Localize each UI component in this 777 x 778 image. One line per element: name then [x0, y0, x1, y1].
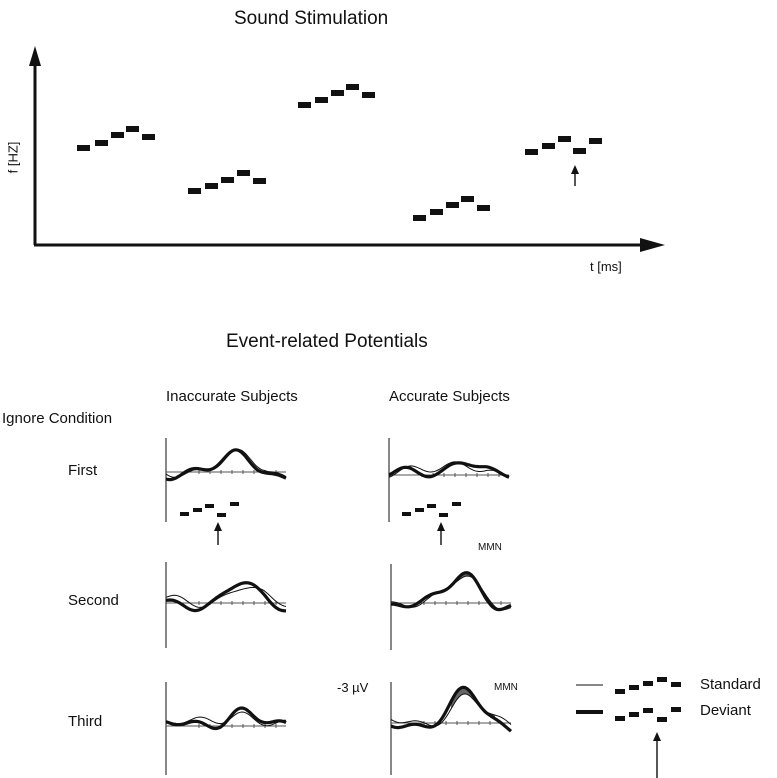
tone-block	[253, 178, 266, 184]
erp-panel	[165, 562, 287, 648]
x-axis-arrow-icon	[640, 238, 665, 252]
deviant-waveform	[165, 581, 287, 613]
tone-block	[430, 209, 443, 215]
erp-panel	[390, 682, 513, 775]
tone-block	[452, 502, 461, 506]
tone-block	[315, 97, 328, 103]
tone-block	[402, 512, 411, 516]
tone-block	[362, 92, 375, 98]
tone-block	[558, 136, 571, 142]
tone-block	[427, 504, 436, 508]
deviant-waveform	[388, 461, 510, 479]
tone-block	[205, 183, 218, 189]
deviant-waveform	[390, 685, 513, 733]
legend-standard-label: Standard	[700, 676, 761, 693]
standard-waveform	[391, 575, 512, 611]
erp-panel	[165, 438, 287, 522]
time-axis-label: t [ms]	[590, 259, 622, 274]
amplitude-scale-label: -3 µV	[337, 680, 369, 695]
tone-block	[188, 188, 201, 194]
standard-waveform	[390, 693, 512, 727]
tone-sequences	[77, 84, 602, 221]
row-label-first: First	[68, 462, 98, 479]
deviant-waveform	[165, 448, 287, 482]
tone-block	[415, 508, 424, 512]
sound-stimulation-title: Sound Stimulation	[234, 8, 389, 29]
mmn-label-second: MMN	[478, 542, 502, 553]
deviant-tone-block	[439, 513, 448, 517]
tone-block	[221, 177, 234, 183]
erp-panels	[165, 438, 513, 775]
tone-block	[77, 145, 90, 151]
tone-block	[461, 196, 474, 202]
tone-block	[346, 84, 359, 90]
tone-block	[589, 138, 602, 144]
tone-block	[298, 102, 311, 108]
tone-block	[446, 202, 459, 208]
deviant-tone-block	[217, 513, 226, 517]
erp-title: Event-related Potentials	[226, 331, 428, 352]
mmn-label-third: MMN	[494, 682, 518, 693]
erp-panel	[390, 564, 512, 650]
deviant-waveform	[391, 571, 512, 612]
deviant-arrow-icon	[653, 732, 661, 778]
deviant-arrow-icon	[571, 165, 579, 186]
tone-block	[230, 502, 239, 506]
erp-panel	[165, 682, 287, 775]
erp-panel	[388, 438, 510, 522]
tone-block	[126, 126, 139, 132]
tone-block	[111, 132, 124, 138]
y-axis-arrow-icon	[29, 46, 41, 66]
deviant-tone-block	[573, 148, 586, 154]
deviant-arrow-icon	[437, 522, 445, 545]
column-label-inaccurate: Inaccurate Subjects	[166, 388, 298, 405]
tone-block	[205, 504, 214, 508]
legend-deviant-pictogram	[615, 707, 681, 722]
tone-block	[237, 170, 250, 176]
tone-block	[180, 512, 189, 516]
tone-block	[193, 508, 202, 512]
legend-deviant-label: Deviant	[700, 702, 751, 719]
row-label-second: Second	[68, 592, 119, 609]
tone-block	[477, 205, 490, 211]
stimulus-pictogram-accurate	[402, 502, 461, 517]
deviant-arrow-icon	[214, 522, 222, 545]
tone-block	[95, 140, 108, 146]
tone-block	[542, 143, 555, 149]
condition-label: Ignore Condition	[2, 410, 113, 427]
stimulus-pictogram-inaccurate	[180, 502, 239, 517]
stimulation-axes	[29, 46, 665, 252]
row-label-third: Third	[68, 713, 103, 730]
tone-block	[413, 215, 426, 221]
legend	[576, 677, 681, 778]
tone-block	[142, 134, 155, 140]
deviant-waveform	[165, 706, 287, 731]
column-label-accurate: Accurate Subjects	[389, 388, 510, 405]
standard-waveform	[165, 587, 287, 608]
legend-standard-pictogram	[615, 677, 681, 694]
standard-waveform	[388, 461, 510, 478]
tone-block	[525, 149, 538, 155]
tone-block	[331, 90, 344, 96]
